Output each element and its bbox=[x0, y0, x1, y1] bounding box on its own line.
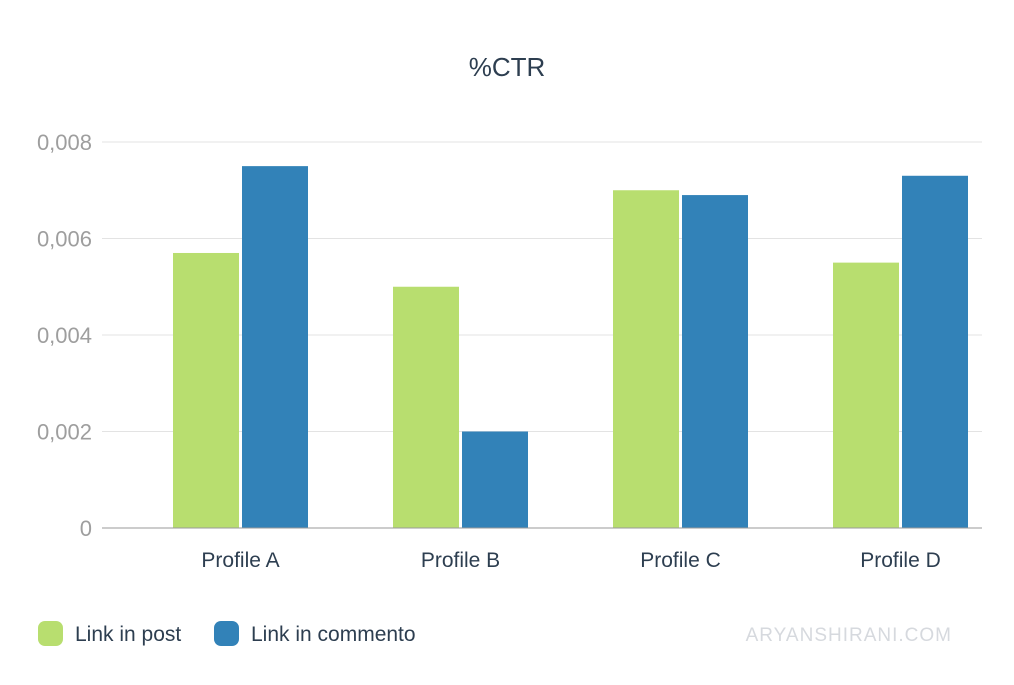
legend-swatch bbox=[38, 621, 63, 646]
y-tick-label: 0,008 bbox=[37, 130, 92, 155]
bar-profile-d-series-1 bbox=[833, 262, 899, 528]
y-tick-label: 0,002 bbox=[37, 420, 92, 445]
bars bbox=[173, 166, 968, 528]
bar-profile-a-series-2 bbox=[242, 166, 308, 528]
y-tick-label: 0 bbox=[80, 516, 92, 541]
x-tick-label: Profile C bbox=[640, 549, 721, 572]
legend: Link in post Link in commento bbox=[38, 621, 416, 646]
x-tick-label: Profile A bbox=[201, 549, 279, 572]
bar-profile-a-series-1 bbox=[173, 252, 239, 528]
legend-swatch bbox=[214, 621, 239, 646]
bar-profile-c-series-2 bbox=[682, 195, 748, 528]
x-tick-label: Profile D bbox=[860, 549, 941, 572]
y-tick-label: 0,006 bbox=[37, 227, 92, 252]
x-axis-ticks: Profile A Profile B Profile C Profile D bbox=[201, 549, 940, 572]
legend-label: Link in post bbox=[75, 623, 181, 646]
x-tick-label: Profile B bbox=[421, 549, 500, 572]
legend-label: Link in commento bbox=[251, 623, 416, 646]
y-axis-ticks: 0 0,002 0,004 0,006 0,008 bbox=[37, 130, 92, 541]
bar-profile-b-series-1 bbox=[393, 286, 459, 528]
bar-profile-b-series-2 bbox=[462, 431, 528, 528]
chart-title: %CTR bbox=[469, 52, 546, 82]
bar-profile-d-series-2 bbox=[902, 175, 968, 528]
bar-profile-c-series-1 bbox=[613, 190, 679, 528]
y-tick-label: 0,004 bbox=[37, 323, 92, 348]
watermark: ARYANSHIRANI.COM bbox=[746, 625, 952, 646]
